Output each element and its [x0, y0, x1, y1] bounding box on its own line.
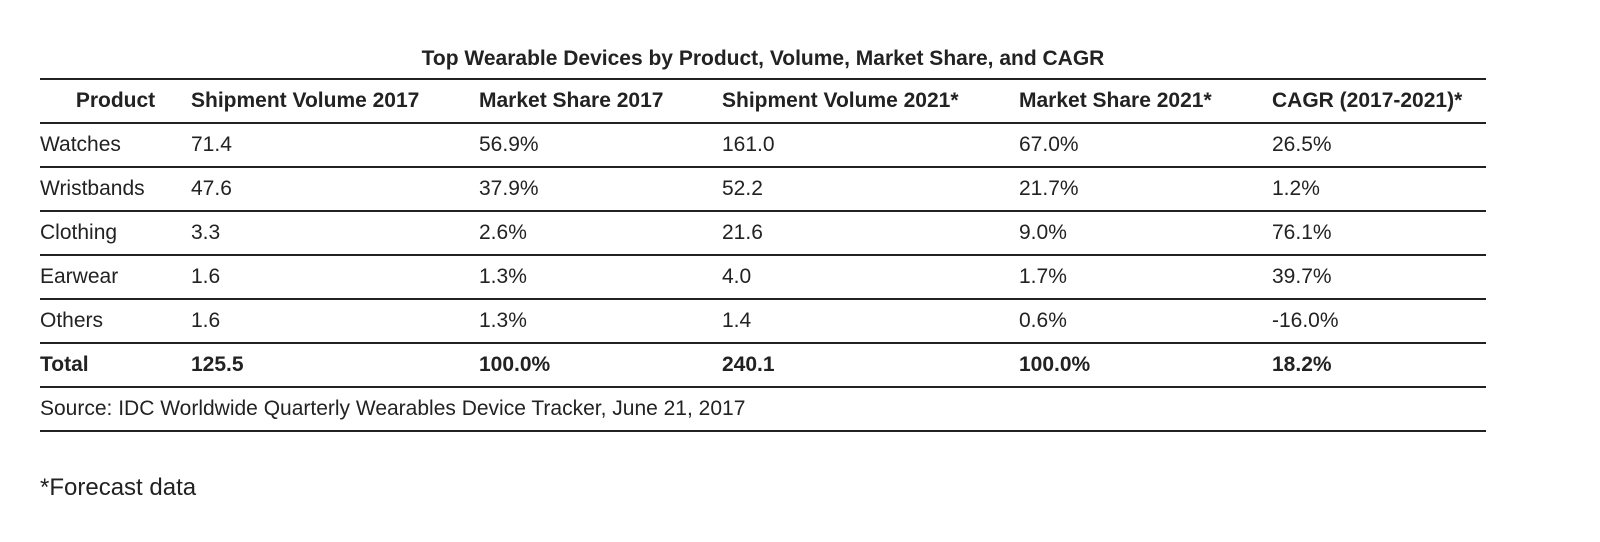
cell-product: Watches	[40, 123, 191, 168]
table-row: Earwear 1.6 1.3% 4.0 1.7% 39.7%	[40, 255, 1486, 300]
cell-shipment-volume-2021: 21.6	[722, 211, 1019, 256]
total-shipment-volume-2021: 240.1	[722, 343, 1019, 388]
cell-shipment-volume-2021: 52.2	[722, 167, 1019, 212]
cell-cagr: 76.1%	[1272, 211, 1486, 256]
total-shipment-volume-2017: 125.5	[191, 343, 479, 388]
header-product: Product	[40, 79, 191, 124]
header-row: Product Shipment Volume 2017 Market Shar…	[40, 79, 1486, 124]
table-row: Wristbands 47.6 37.9% 52.2 21.7% 1.2%	[40, 167, 1486, 212]
cell-shipment-volume-2017: 47.6	[191, 167, 479, 212]
cell-cagr: -16.0%	[1272, 299, 1486, 344]
cell-shipment-volume-2021: 4.0	[722, 255, 1019, 300]
cell-shipment-volume-2017: 1.6	[191, 299, 479, 344]
total-market-share-2021: 100.0%	[1019, 343, 1272, 388]
cell-market-share-2017: 37.9%	[479, 167, 722, 212]
cell-shipment-volume-2017: 3.3	[191, 211, 479, 256]
wearables-table-section: Top Wearable Devices by Product, Volume,…	[40, 40, 1486, 432]
cell-cagr: 1.2%	[1272, 167, 1486, 212]
cell-market-share-2017: 56.9%	[479, 123, 722, 168]
cell-market-share-2017: 1.3%	[479, 299, 722, 344]
cell-shipment-volume-2017: 71.4	[191, 123, 479, 168]
header-shipment-volume-2017: Shipment Volume 2017	[191, 79, 479, 124]
cell-cagr: 26.5%	[1272, 123, 1486, 168]
cell-product: Clothing	[40, 211, 191, 256]
cell-market-share-2021: 9.0%	[1019, 211, 1272, 256]
cell-shipment-volume-2017: 1.6	[191, 255, 479, 300]
wearables-table: Product Shipment Volume 2017 Market Shar…	[40, 78, 1486, 432]
table-row: Others 1.6 1.3% 1.4 0.6% -16.0%	[40, 299, 1486, 344]
cell-market-share-2017: 1.3%	[479, 255, 722, 300]
table-row: Clothing 3.3 2.6% 21.6 9.0% 76.1%	[40, 211, 1486, 256]
header-market-share-2017: Market Share 2017	[479, 79, 722, 124]
cell-market-share-2021: 0.6%	[1019, 299, 1272, 344]
cell-product: Wristbands	[40, 167, 191, 212]
source-row: Source: IDC Worldwide Quarterly Wearable…	[40, 387, 1486, 432]
total-cagr: 18.2%	[1272, 343, 1486, 388]
cell-cagr: 39.7%	[1272, 255, 1486, 300]
cell-market-share-2021: 1.7%	[1019, 255, 1272, 300]
header-cagr: CAGR (2017-2021)*	[1272, 79, 1486, 124]
header-market-share-2021: Market Share 2021*	[1019, 79, 1272, 124]
cell-market-share-2021: 21.7%	[1019, 167, 1272, 212]
total-market-share-2017: 100.0%	[479, 343, 722, 388]
forecast-footnote: *Forecast data	[40, 474, 197, 501]
table-title: Top Wearable Devices by Product, Volume,…	[421, 47, 1105, 70]
header-shipment-volume-2021: Shipment Volume 2021*	[722, 79, 1019, 124]
cell-product: Others	[40, 299, 191, 344]
table-row: Watches 71.4 56.9% 161.0 67.0% 26.5%	[40, 123, 1486, 168]
cell-market-share-2021: 67.0%	[1019, 123, 1272, 168]
cell-shipment-volume-2021: 1.4	[722, 299, 1019, 344]
cell-market-share-2017: 2.6%	[479, 211, 722, 256]
source-note: Source: IDC Worldwide Quarterly Wearable…	[40, 387, 1486, 432]
cell-product: Earwear	[40, 255, 191, 300]
total-row: Total 125.5 100.0% 240.1 100.0% 18.2%	[40, 343, 1486, 388]
total-label: Total	[40, 343, 191, 388]
cell-shipment-volume-2021: 161.0	[722, 123, 1019, 168]
